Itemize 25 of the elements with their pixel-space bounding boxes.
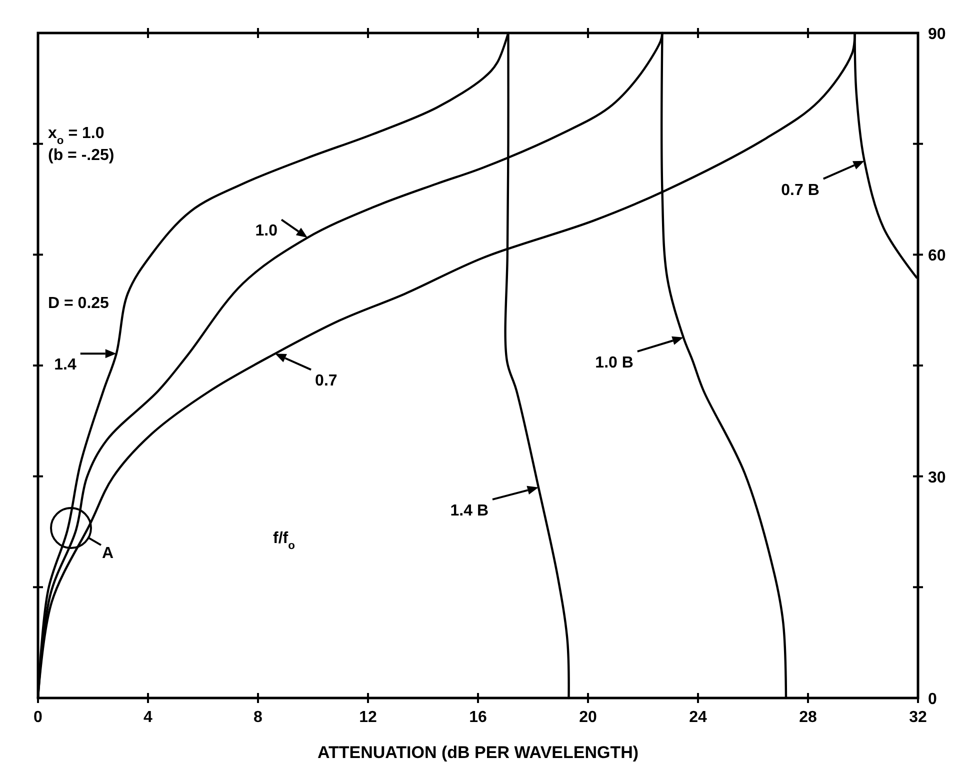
x-tick-label: 8 [254,709,263,726]
x-tick-label: 12 [359,709,377,726]
annotation: A [102,545,114,562]
x-tick-label: 32 [909,709,927,726]
x-tick-label: 0 [34,709,43,726]
x-tick-label: 28 [799,709,817,726]
y-tick-label: 60 [928,248,946,265]
x-axis-title: ATTENUATION (dB PER WAVELENGTH) [317,743,639,762]
text: 1.4 B [450,502,488,520]
x-tick-label: 4 [144,709,153,726]
text: 1.0 B [595,354,634,372]
y-tick-label: 0 [928,691,937,708]
text: 0.7 B [781,182,820,199]
y-tick-label: 90 [928,26,946,43]
x-tick-label: 20 [579,709,597,726]
annotation: D = 0.25 [48,295,110,312]
annotation: (b = -.25) [48,147,114,164]
text: 0.7 [315,372,338,390]
y-tick-label: 30 [928,469,946,486]
annotation: f/f$_{o}$ [273,530,296,552]
series-label: 1.0 [255,222,278,240]
x-tick-label: 16 [469,709,487,726]
legend-label: 1.4 [54,356,76,374]
annotation: x$_{o}$ = 1.0 [48,125,104,147]
x-tick-label: 24 [689,709,707,726]
